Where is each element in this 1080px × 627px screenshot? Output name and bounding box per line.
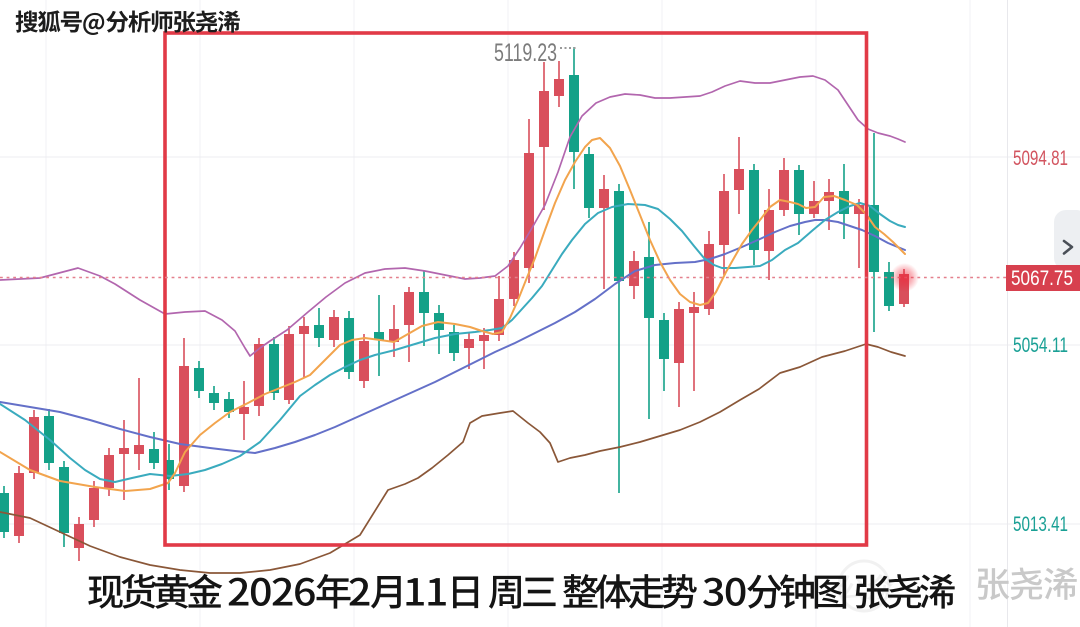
svg-text:5094.81: 5094.81 <box>1013 147 1068 170</box>
svg-text:5067.75: 5067.75 <box>1011 267 1073 290</box>
svg-text:5013.41: 5013.41 <box>1013 513 1068 536</box>
svg-text:5119.23: 5119.23 <box>494 39 557 67</box>
svg-text:5054.11: 5054.11 <box>1013 334 1068 357</box>
